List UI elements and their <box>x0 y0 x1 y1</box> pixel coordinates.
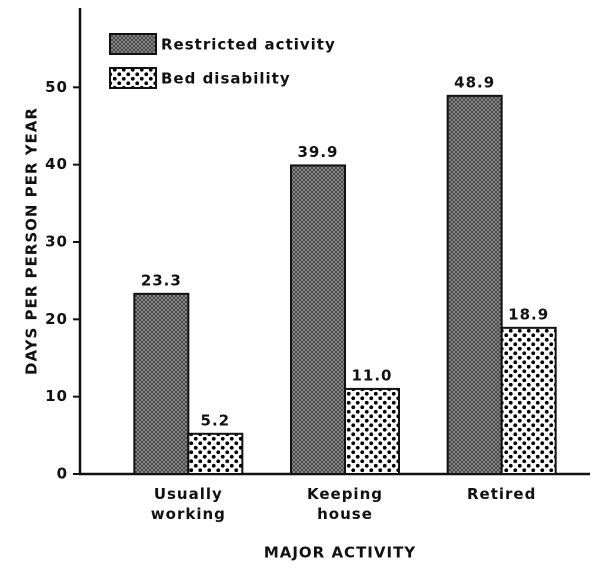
value-label: 18.9 <box>508 305 549 323</box>
x-tick-label-line: house <box>317 505 373 523</box>
y-tick-label: 10 <box>45 387 68 405</box>
legend-swatch <box>109 33 157 55</box>
y-tick-label: 0 <box>57 465 68 483</box>
x-tick-label: Retired <box>467 485 536 503</box>
x-axis-label: MAJOR ACTIVITY <box>264 544 416 562</box>
legend-label: Restricted activity <box>161 36 336 54</box>
legend-label: Bed disability <box>161 70 291 88</box>
x-tick-label-line: Usually <box>154 485 223 503</box>
bar <box>187 432 244 475</box>
x-tick-label: Usually working <box>151 485 226 523</box>
value-label: 11.0 <box>351 366 392 384</box>
y-tick-label: 20 <box>45 310 68 328</box>
bar <box>500 326 557 475</box>
x-tick-label-line: Keeping <box>307 485 383 503</box>
legend-swatch <box>109 67 157 89</box>
x-tick-label-line: working <box>151 505 226 523</box>
y-tick-label: 50 <box>45 78 68 96</box>
value-label: 23.3 <box>141 271 182 289</box>
y-axis-label: DAYS PER PERSON PER YEAR <box>23 107 41 375</box>
y-tick-label: 30 <box>45 233 68 251</box>
x-tick-label-line: Retired <box>467 485 536 503</box>
value-label: 39.9 <box>297 143 338 161</box>
bar <box>133 292 190 475</box>
bar <box>290 164 346 475</box>
value-label: 5.2 <box>201 411 231 429</box>
value-label: 48.9 <box>454 73 495 91</box>
y-tick-label: 40 <box>45 155 68 173</box>
x-tick-label: Keeping house <box>307 485 383 523</box>
bar <box>446 94 503 475</box>
bar <box>344 387 400 475</box>
